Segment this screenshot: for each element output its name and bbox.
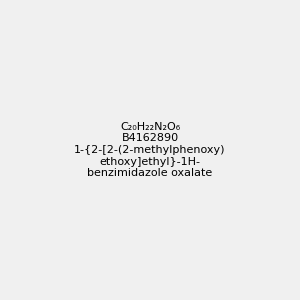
Text: C₂₀H₂₂N₂O₆
B4162890
1-{2-[2-(2-methylphenoxy)
ethoxy]ethyl}-1H-
benzimidazole ox: C₂₀H₂₂N₂O₆ B4162890 1-{2-[2-(2-methylphe…: [74, 122, 226, 178]
